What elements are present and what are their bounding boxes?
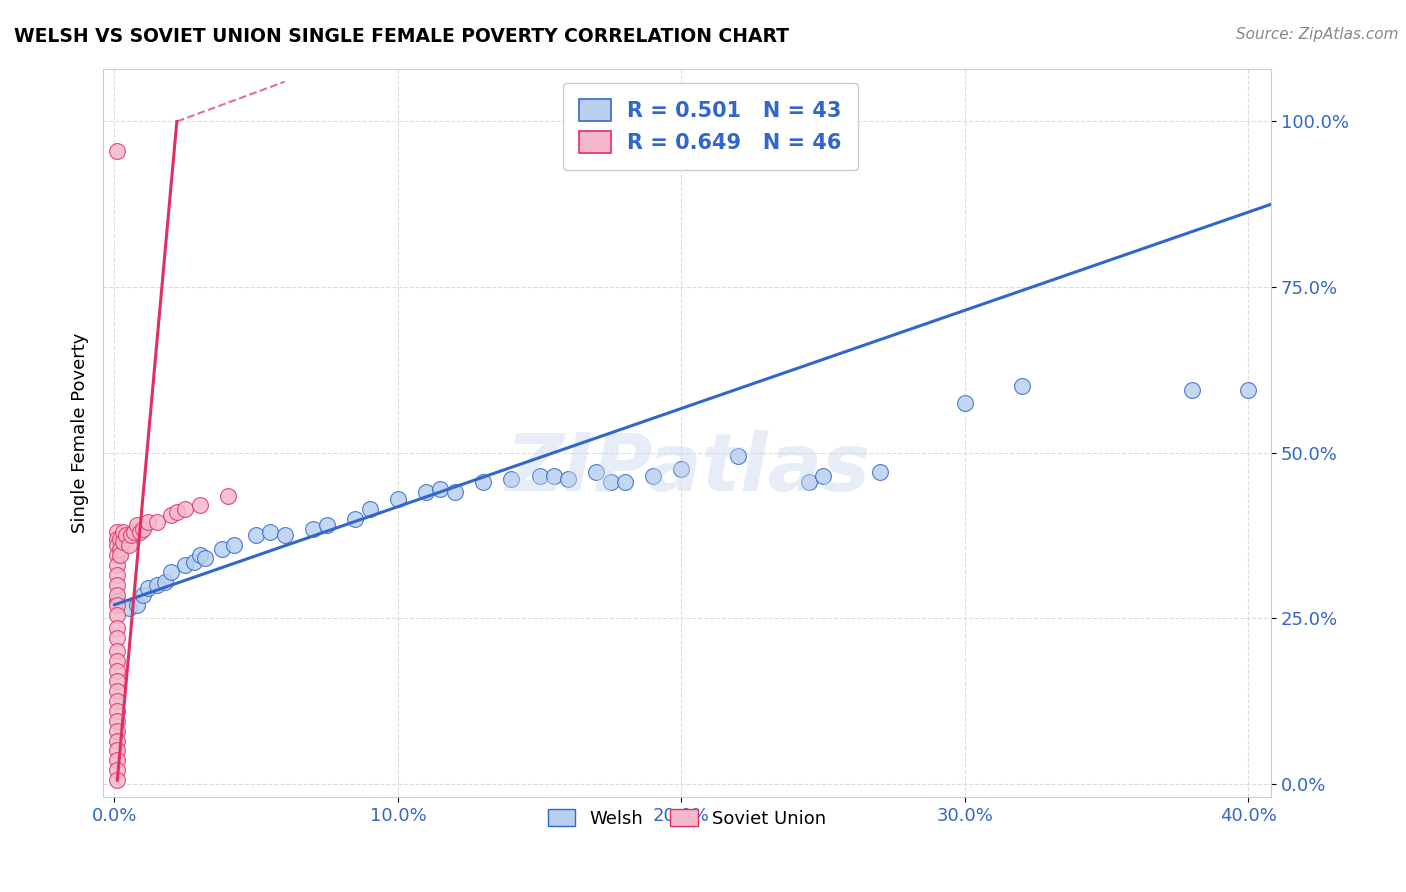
Point bbox=[105, 558, 128, 572]
Point bbox=[599, 475, 621, 490]
Point bbox=[529, 468, 551, 483]
Point bbox=[302, 522, 325, 536]
Point bbox=[811, 468, 834, 483]
Point bbox=[105, 631, 128, 645]
Point bbox=[108, 541, 131, 556]
Point bbox=[105, 654, 128, 668]
Text: ZIPatlas: ZIPatlas bbox=[505, 430, 870, 508]
Point bbox=[273, 528, 295, 542]
Point bbox=[105, 733, 128, 747]
Point bbox=[953, 396, 976, 410]
Point bbox=[1237, 383, 1260, 397]
Point bbox=[217, 489, 239, 503]
Point bbox=[643, 468, 665, 483]
Point bbox=[174, 558, 197, 572]
Point bbox=[222, 538, 245, 552]
Point bbox=[105, 568, 128, 582]
Point bbox=[105, 594, 128, 608]
Text: Source: ZipAtlas.com: Source: ZipAtlas.com bbox=[1236, 27, 1399, 42]
Point bbox=[188, 499, 211, 513]
Point bbox=[105, 621, 128, 635]
Point bbox=[174, 501, 197, 516]
Point bbox=[121, 528, 143, 542]
Point bbox=[613, 475, 636, 490]
Point bbox=[146, 515, 169, 529]
Point bbox=[108, 548, 131, 562]
Point bbox=[114, 528, 136, 542]
Y-axis label: Single Female Poverty: Single Female Poverty bbox=[72, 333, 89, 533]
Point bbox=[359, 501, 381, 516]
Point bbox=[146, 578, 169, 592]
Point bbox=[105, 773, 128, 788]
Point bbox=[1181, 383, 1204, 397]
Point bbox=[155, 574, 177, 589]
Point bbox=[117, 601, 139, 615]
Legend: Welsh, Soviet Union: Welsh, Soviet Union bbox=[541, 802, 834, 835]
Point bbox=[105, 743, 128, 757]
Point bbox=[105, 524, 128, 539]
Point bbox=[132, 522, 155, 536]
Point bbox=[129, 524, 152, 539]
Point bbox=[344, 512, 367, 526]
Point bbox=[160, 565, 183, 579]
Point bbox=[111, 535, 134, 549]
Point bbox=[105, 598, 128, 612]
Point bbox=[105, 673, 128, 688]
Point bbox=[188, 548, 211, 562]
Point bbox=[316, 518, 339, 533]
Point bbox=[105, 753, 128, 767]
Point bbox=[105, 588, 128, 602]
Point bbox=[245, 528, 267, 542]
Point bbox=[472, 475, 495, 490]
Point bbox=[501, 472, 523, 486]
Text: WELSH VS SOVIET UNION SINGLE FEMALE POVERTY CORRELATION CHART: WELSH VS SOVIET UNION SINGLE FEMALE POVE… bbox=[14, 27, 789, 45]
Point bbox=[194, 551, 217, 566]
Point bbox=[124, 524, 146, 539]
Point bbox=[183, 555, 205, 569]
Point bbox=[117, 538, 139, 552]
Point bbox=[869, 466, 891, 480]
Point bbox=[797, 475, 820, 490]
Point bbox=[585, 466, 607, 480]
Point bbox=[105, 723, 128, 738]
Point bbox=[105, 694, 128, 708]
Point bbox=[105, 607, 128, 622]
Point bbox=[127, 598, 149, 612]
Point bbox=[105, 578, 128, 592]
Point bbox=[105, 683, 128, 698]
Point bbox=[671, 462, 693, 476]
Point bbox=[166, 505, 188, 519]
Point bbox=[138, 581, 160, 595]
Point bbox=[105, 538, 128, 552]
Point bbox=[543, 468, 565, 483]
Point bbox=[105, 764, 128, 778]
Point bbox=[429, 482, 451, 496]
Point bbox=[105, 714, 128, 728]
Point bbox=[557, 472, 579, 486]
Point bbox=[1011, 379, 1033, 393]
Point bbox=[105, 664, 128, 678]
Point bbox=[105, 532, 128, 546]
Point bbox=[105, 145, 128, 159]
Point bbox=[443, 485, 465, 500]
Point bbox=[387, 491, 409, 506]
Point bbox=[108, 532, 131, 546]
Point bbox=[415, 485, 437, 500]
Point bbox=[138, 515, 160, 529]
Point bbox=[111, 524, 134, 539]
Point bbox=[211, 541, 233, 556]
Point bbox=[259, 524, 281, 539]
Point bbox=[105, 548, 128, 562]
Point bbox=[105, 704, 128, 718]
Point bbox=[132, 588, 155, 602]
Point bbox=[727, 449, 749, 463]
Point bbox=[127, 518, 149, 533]
Point bbox=[105, 644, 128, 658]
Point bbox=[160, 508, 183, 523]
